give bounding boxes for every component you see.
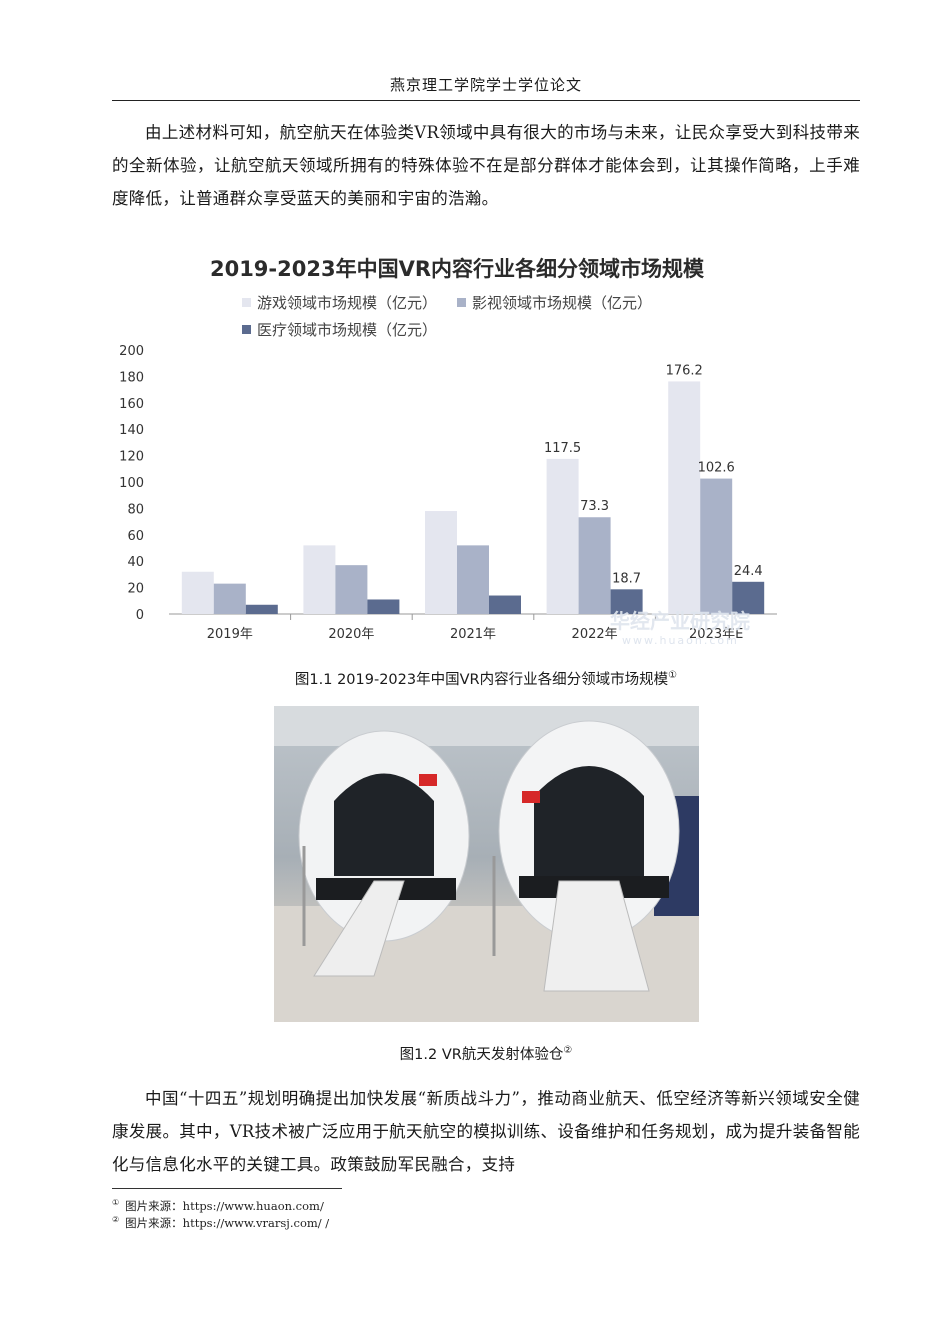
legend-label-1: 游戏领域市场规模（亿元）	[257, 294, 437, 312]
bar-1	[425, 511, 457, 614]
left-stairs	[313, 880, 405, 977]
figure-1-footnote-mark: ①	[668, 670, 678, 682]
vr-capsule-photo	[274, 706, 699, 1022]
data-label: 176.2	[666, 363, 703, 378]
legend-label-2: 影视领域市场规模（亿元）	[472, 294, 652, 312]
y-tick-label: 40	[127, 555, 144, 570]
watermark-text: 华经产业研究院	[610, 609, 750, 633]
bar-2	[457, 545, 489, 614]
right-flag-icon	[522, 791, 540, 803]
paragraph-1: 由上述材料可知，航空航天在体验类VR领域中具有很大的市场与未来，让民众享受大到科…	[112, 123, 860, 208]
footnote-1-mark: ①	[112, 1198, 120, 1208]
x-tick-label: 2023年E	[689, 627, 743, 642]
x-tick-label: 2021年	[450, 627, 496, 642]
figure-2-caption: 图1.2 VR航天发射体验仓②	[112, 1043, 860, 1064]
footnote-2-mark: ②	[112, 1215, 120, 1225]
data-label: 24.4	[734, 564, 763, 579]
figure-1-caption: 图1.1 2019-2023年中国VR内容行业各细分领域市场规模①	[112, 668, 860, 689]
right-capsule-opening	[534, 766, 644, 876]
watermark-sub: www.huaon.com	[622, 634, 739, 647]
y-tick-label: 80	[127, 502, 144, 517]
page-header: 燕京理工学院学士学位论文	[389, 76, 582, 94]
bar-2	[335, 565, 368, 614]
footnote-1: ① 图片来源：https://www.huaon.com/	[112, 1198, 324, 1214]
left-capsule-opening	[334, 773, 434, 876]
y-tick-label: 160	[119, 397, 144, 412]
left-flag-icon	[419, 774, 437, 786]
bar-2	[700, 478, 733, 614]
y-tick-label: 200	[119, 344, 144, 359]
vr-capsule-illustration	[274, 706, 699, 1022]
x-tick-label: 2020年	[328, 627, 374, 642]
footnote-rule	[112, 1188, 342, 1189]
figure-2-caption-text: 图1.2 VR航天发射体验仓	[399, 1047, 564, 1063]
footnote-2: ② 图片来源：https://www.vrarsj.com/ /	[112, 1215, 329, 1231]
bar-2	[578, 517, 611, 614]
legend-swatch-3	[242, 325, 251, 334]
bar-2	[213, 583, 246, 614]
bar-3	[610, 589, 643, 614]
data-label: 102.6	[698, 461, 735, 476]
figure-2-footnote-mark: ②	[563, 1045, 573, 1057]
legend-swatch-1	[242, 298, 251, 307]
legend-label-3: 医疗领域市场规模（亿元）	[257, 321, 437, 339]
bar-3	[367, 599, 400, 614]
data-label: 117.5	[544, 441, 581, 456]
y-tick-label: 180	[119, 370, 144, 385]
legend-swatch-2	[457, 298, 466, 307]
data-label: 18.7	[612, 571, 641, 586]
bar-1	[181, 571, 214, 614]
footnote-1-text: 图片来源：https://www.huaon.com/	[125, 1199, 324, 1213]
y-tick-label: 0	[136, 608, 144, 623]
y-tick-label: 20	[127, 582, 144, 597]
bar-3	[732, 581, 765, 614]
bar-1	[668, 381, 701, 614]
bar-3	[245, 604, 278, 614]
x-tick-label: 2022年	[572, 627, 618, 642]
header-rule	[112, 100, 860, 101]
figure-1-caption-text: 图1.1 2019-2023年中国VR内容行业各细分领域市场规模	[294, 672, 669, 688]
bar-3	[489, 595, 521, 614]
bar-1	[546, 458, 579, 614]
data-label: 73.3	[580, 499, 609, 514]
chart-title: 2019-2023年中国VR内容行业各细分领域市场规模	[210, 257, 705, 281]
bar-1	[303, 545, 336, 614]
y-tick-label: 60	[127, 529, 144, 544]
y-tick-label: 120	[119, 450, 144, 465]
x-tick-label: 2019年	[207, 627, 253, 642]
y-tick-label: 100	[119, 476, 144, 491]
footnote-2-text: 图片来源：https://www.vrarsj.com/ /	[125, 1216, 330, 1230]
right-stairs	[543, 880, 650, 992]
paragraph-2: 中国“十四五”规划明确提出加快发展“新质战斗力”，推动商业航天、低空经济等新兴领…	[112, 1089, 860, 1174]
y-tick-label: 140	[119, 423, 144, 438]
